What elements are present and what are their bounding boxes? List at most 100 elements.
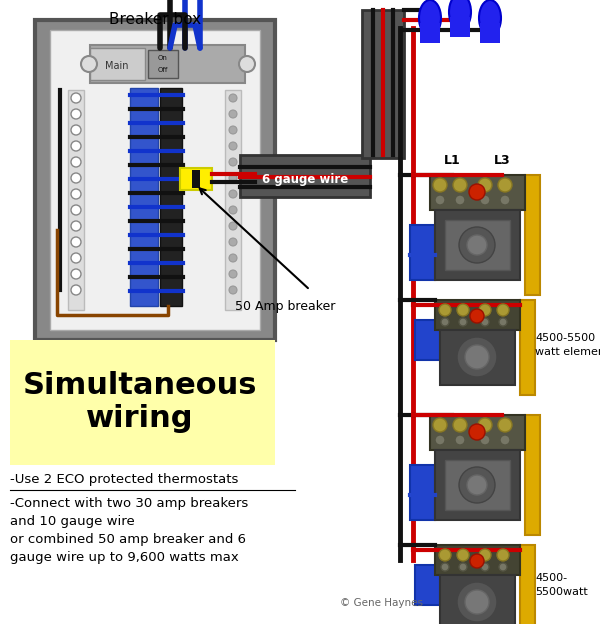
Circle shape [455,195,465,205]
Bar [440,330,515,385]
Text: Off: Off [158,67,168,73]
Circle shape [478,418,492,432]
Circle shape [457,582,497,622]
Circle shape [459,227,495,263]
Circle shape [229,94,237,102]
Circle shape [229,158,237,166]
Circle shape [229,206,237,214]
Text: Main: Main [105,61,129,71]
Circle shape [459,467,495,503]
Circle shape [470,554,484,568]
Circle shape [479,304,491,316]
Circle shape [481,563,489,571]
Circle shape [433,418,447,432]
Circle shape [239,56,255,72]
Circle shape [498,418,512,432]
Bar [430,415,525,450]
Bar [10,340,275,465]
Bar [445,220,510,270]
Circle shape [453,418,467,432]
Circle shape [433,178,447,192]
Circle shape [478,178,492,192]
Circle shape [453,178,467,192]
Circle shape [71,253,81,263]
Text: Breaker box: Breaker box [109,12,201,27]
Circle shape [441,563,449,571]
Circle shape [455,435,465,445]
Circle shape [229,174,237,182]
Circle shape [71,109,81,119]
Circle shape [497,549,509,561]
Circle shape [229,254,237,262]
Circle shape [499,563,507,571]
Bar [362,10,404,158]
Circle shape [229,142,237,150]
Bar [435,300,520,330]
Circle shape [71,173,81,183]
Circle shape [71,221,81,231]
Text: 6 gauge wire: 6 gauge wire [262,172,348,185]
Circle shape [71,157,81,167]
Text: 50 Amp breaker: 50 Amp breaker [235,300,335,313]
Text: L3: L3 [494,154,511,167]
Bar [420,23,440,43]
Circle shape [465,345,489,369]
Circle shape [457,337,497,377]
Text: -Connect with two 30 amp breakers
and 10 gauge wire
or combined 50 amp breaker a: -Connect with two 30 amp breakers and 10… [10,497,248,564]
Bar [520,300,535,395]
Circle shape [465,590,489,614]
Circle shape [71,93,81,103]
Circle shape [500,435,510,445]
Circle shape [435,435,445,445]
Circle shape [81,56,97,72]
Circle shape [229,238,237,246]
Bar [480,23,500,43]
Bar [90,48,145,80]
Text: © Gene Haynes: © Gene Haynes [340,598,423,608]
Bar [50,30,260,330]
Circle shape [71,237,81,247]
Bar [35,20,275,340]
Circle shape [469,424,485,440]
Bar [440,575,515,624]
Text: -Use 2 ECO protected thermostats: -Use 2 ECO protected thermostats [10,473,238,486]
Circle shape [499,318,507,326]
Circle shape [439,304,451,316]
Circle shape [457,549,469,561]
Text: On: On [158,55,168,61]
Circle shape [229,270,237,278]
Text: Simultaneous
wiring: Simultaneous wiring [23,371,257,432]
Bar [450,17,470,37]
Circle shape [479,549,491,561]
Circle shape [71,141,81,151]
Bar [410,225,435,280]
Circle shape [71,189,81,199]
Circle shape [229,190,237,198]
Circle shape [480,195,490,205]
Bar [90,45,245,83]
Text: 4500-
5500watt: 4500- 5500watt [535,573,588,597]
Circle shape [457,304,469,316]
Bar [435,210,520,280]
Bar [525,175,540,295]
Circle shape [500,195,510,205]
Bar [415,565,440,605]
Circle shape [459,563,467,571]
Circle shape [229,110,237,118]
Bar [430,175,525,210]
Bar [180,168,212,190]
Bar [240,155,370,197]
Bar [160,88,182,306]
Bar [445,460,510,510]
Circle shape [229,222,237,230]
Ellipse shape [419,0,441,36]
Circle shape [469,184,485,200]
Circle shape [229,286,237,294]
Circle shape [435,195,445,205]
Circle shape [481,318,489,326]
Circle shape [467,475,487,495]
Circle shape [470,309,484,323]
Circle shape [497,304,509,316]
Bar [435,450,520,520]
Circle shape [71,285,81,295]
